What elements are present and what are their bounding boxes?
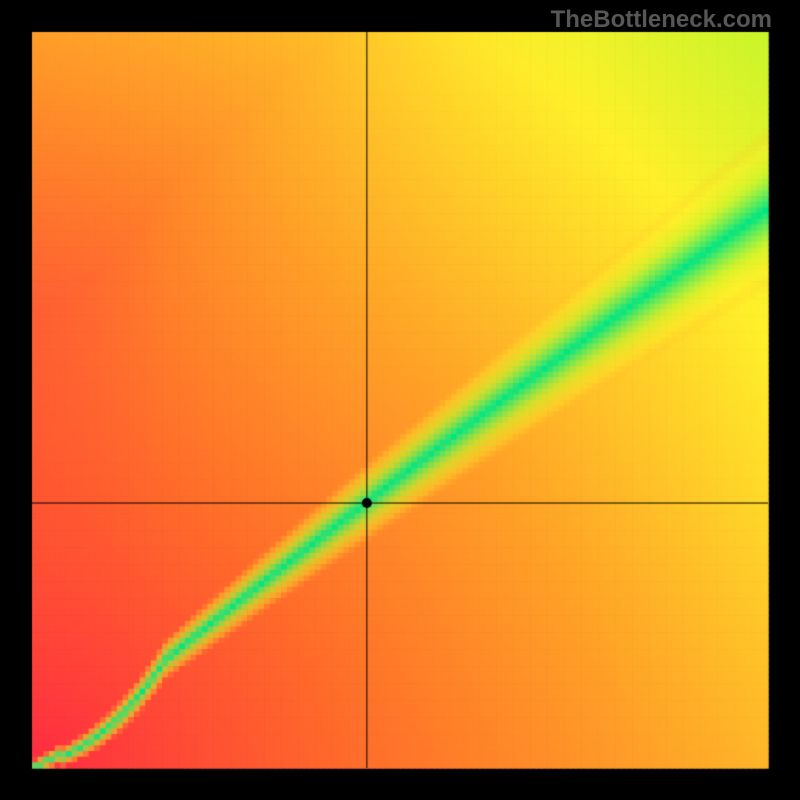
chart-container: TheBottleneck.com bbox=[0, 0, 800, 800]
watermark-text: TheBottleneck.com bbox=[551, 6, 772, 34]
heatmap-canvas bbox=[0, 0, 800, 800]
